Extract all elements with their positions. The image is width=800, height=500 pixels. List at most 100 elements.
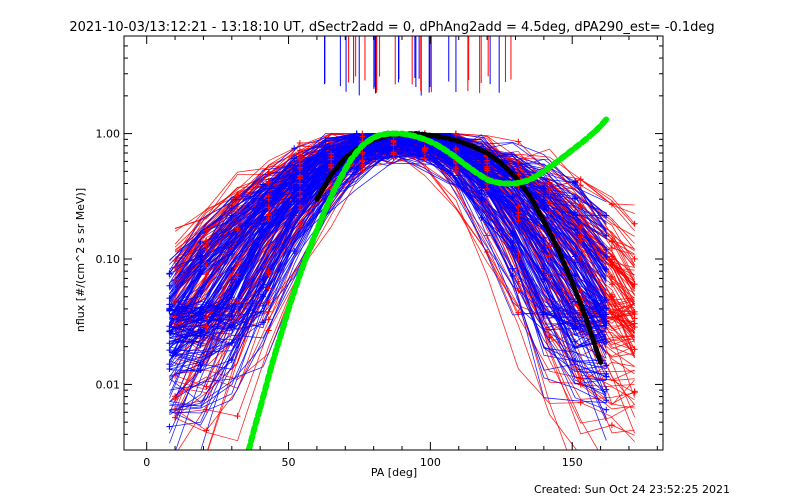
trace-marker — [234, 413, 241, 420]
trace-marker — [608, 273, 615, 280]
trace-marker — [577, 288, 584, 295]
trace-marker — [166, 327, 173, 334]
trace-marker — [203, 383, 210, 390]
green-fit-line — [245, 116, 610, 450]
trace-marker — [291, 164, 298, 171]
trace-marker — [603, 311, 610, 318]
trace-marker — [197, 366, 204, 373]
trace-marker — [296, 180, 303, 187]
green-fit-point — [501, 180, 507, 187]
trace-marker — [203, 271, 210, 278]
trace-marker — [172, 372, 179, 379]
green-fit-point — [399, 130, 405, 137]
trace-marker — [509, 239, 516, 246]
trace-marker — [572, 344, 579, 351]
trace-marker — [572, 180, 579, 187]
trace-marker — [260, 293, 267, 300]
trace-marker — [172, 258, 179, 265]
trace-marker — [572, 318, 579, 325]
green-fit-point — [580, 138, 587, 144]
trace-marker — [540, 204, 547, 211]
x-axis-label: PA [deg] — [371, 466, 417, 479]
black-fit-point — [584, 317, 589, 322]
green-fit-point — [251, 425, 258, 431]
trace-marker — [577, 233, 584, 240]
trace-marker — [546, 199, 553, 206]
trace-marker — [603, 397, 610, 404]
trace-marker — [484, 200, 491, 207]
green-fit-point — [297, 271, 303, 278]
trace-marker — [572, 209, 579, 216]
trace-marker — [572, 259, 579, 266]
trace-marker — [203, 323, 210, 330]
trace-marker — [234, 227, 241, 234]
green-fit-point — [382, 131, 388, 137]
trace-marker — [203, 406, 210, 413]
trace-marker — [228, 324, 235, 331]
trace-marker — [546, 258, 553, 265]
trace-marker — [608, 238, 615, 245]
x-tick-label: 150 — [562, 456, 583, 469]
green-fit-point — [263, 384, 269, 391]
trace-marker — [260, 284, 267, 291]
trace-marker — [572, 226, 579, 233]
green-fit-point — [455, 156, 462, 163]
trace-marker — [197, 305, 204, 312]
trace-marker — [416, 153, 423, 160]
green-fit-point — [450, 152, 456, 159]
green-fit-point — [563, 151, 570, 158]
trace-marker — [540, 272, 547, 279]
green-fit-point — [535, 171, 541, 178]
green-fit-point — [302, 256, 309, 262]
trace-marker — [296, 194, 303, 201]
trace-marker — [631, 281, 638, 288]
green-fit-point — [359, 142, 366, 149]
green-fit-point — [246, 447, 252, 450]
trace-marker — [172, 276, 179, 283]
trace-marker — [234, 261, 241, 268]
green-fit-point — [314, 227, 320, 233]
trace-marker — [234, 299, 241, 306]
green-fit-point — [575, 142, 581, 149]
green-fit-point — [490, 178, 496, 185]
trace-marker — [296, 166, 303, 173]
green-fit-point — [552, 160, 558, 167]
green-fit-point — [376, 132, 383, 139]
x-tick-label: 100 — [420, 456, 441, 469]
trace-marker — [546, 252, 553, 259]
y-tick-label: 1.00 — [96, 128, 121, 141]
trace-marker — [328, 180, 335, 187]
trace-marker — [322, 137, 329, 144]
trace-marker — [608, 291, 615, 298]
green-fit-point — [331, 188, 337, 194]
trace-marker — [515, 287, 522, 294]
trace-marker — [197, 326, 204, 333]
trace-marker — [509, 272, 516, 279]
trace-marker — [203, 227, 210, 234]
green-fit-point — [467, 165, 473, 171]
green-fit-point — [473, 169, 479, 176]
trace-marker — [265, 327, 272, 334]
trace-marker — [228, 339, 235, 346]
fit-layer — [245, 116, 610, 450]
green-fit-point — [404, 131, 411, 138]
trace-marker — [572, 253, 579, 260]
trace-marker — [515, 212, 522, 219]
trace-marker — [260, 220, 267, 227]
trace-marker — [228, 205, 235, 212]
black-fit-point — [442, 135, 447, 140]
green-fit-point — [438, 145, 445, 151]
trace-marker — [172, 406, 179, 413]
trace-marker — [509, 204, 516, 211]
trace-marker — [631, 324, 638, 331]
trace-marker — [608, 262, 615, 269]
trace-marker — [265, 204, 272, 211]
trace-marker — [296, 206, 303, 213]
y-tick-label: 0.10 — [96, 253, 121, 266]
trace-marker — [603, 338, 610, 345]
trace-marker — [322, 153, 329, 160]
trace-marker — [203, 262, 210, 269]
trace-marker — [546, 209, 553, 216]
black-fit-point — [570, 280, 575, 285]
created-timestamp: Created: Sun Oct 24 23:52:25 2021 — [534, 483, 730, 496]
